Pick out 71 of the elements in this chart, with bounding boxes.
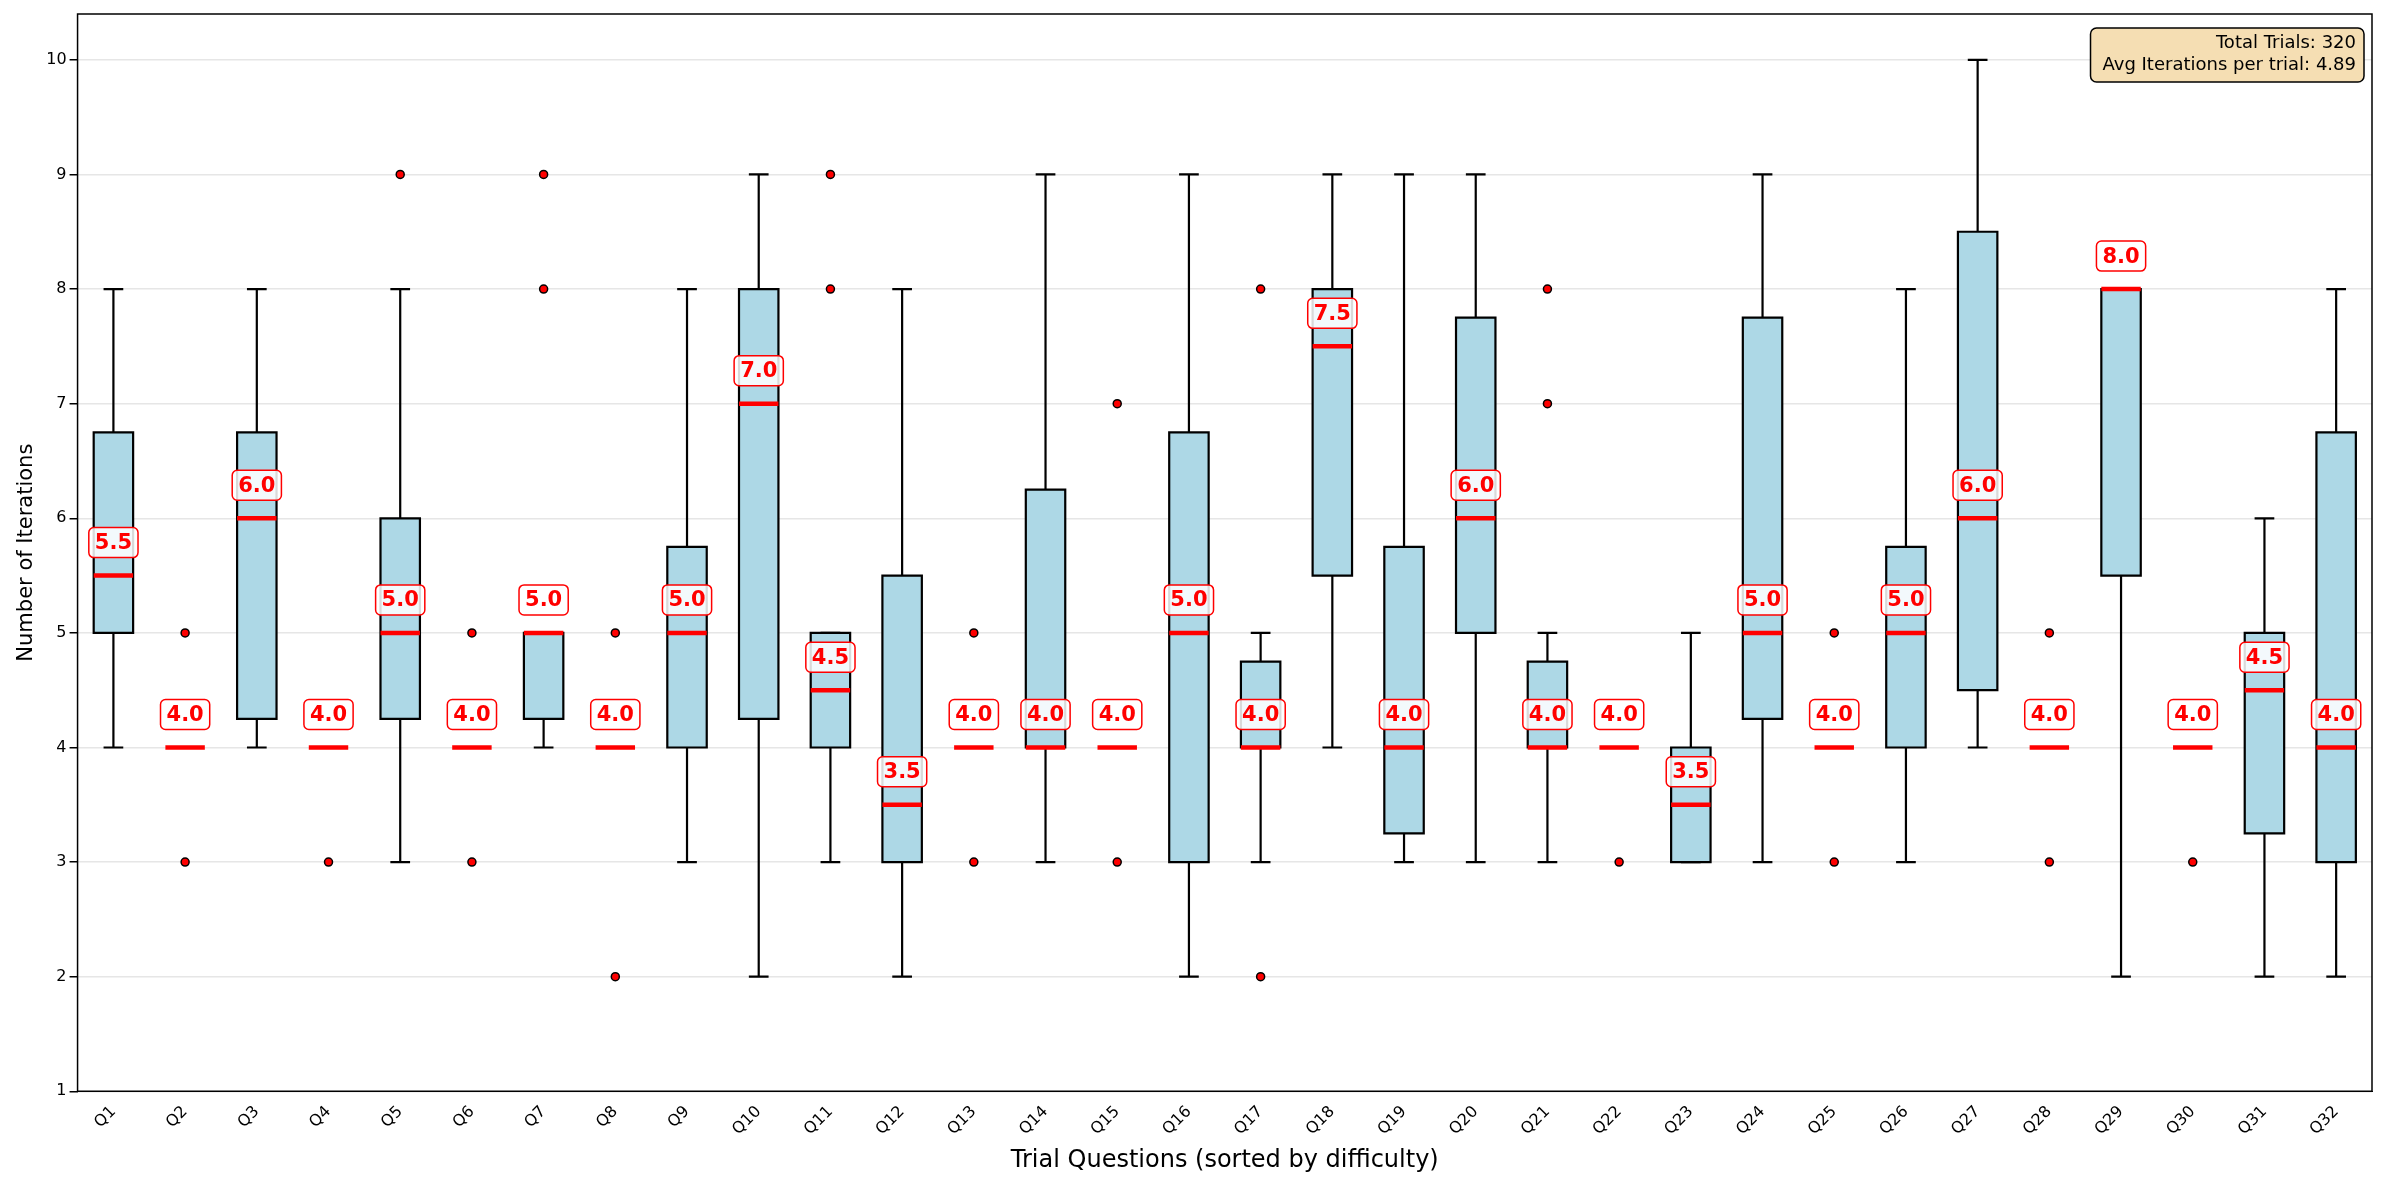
x-tick-label: Q24	[1731, 1101, 1769, 1139]
text: 3.5	[1672, 759, 1710, 784]
text: 4.0	[453, 701, 491, 726]
y-tick-label: 9	[56, 163, 67, 183]
x-tick-label: Q22	[1588, 1101, 1625, 1139]
text: 4.0	[596, 701, 634, 726]
x-tick-label: Q30	[2161, 1101, 2199, 1139]
x-tick-label: Q9	[663, 1101, 693, 1131]
text: 4.0	[1815, 701, 1853, 726]
annotation: Total Trials: 320 Avg Iterations per trial: 4.89	[2102, 30, 2356, 74]
x-tick-label: Q14	[1014, 1101, 1052, 1139]
text: 4.0	[955, 701, 993, 726]
text: 4.0	[166, 701, 204, 726]
text: 4.0	[2174, 701, 2212, 726]
text: 5.0	[1887, 587, 1925, 612]
text: 5.0	[1743, 587, 1782, 612]
x-tick-label: Q3	[233, 1101, 263, 1131]
x-tick-label: Q6	[448, 1101, 478, 1131]
x-tick-label: Q2	[161, 1101, 191, 1131]
text: 4.0	[1026, 701, 1065, 726]
text: 4.0	[1528, 701, 1567, 726]
y-tick-label: 6	[56, 507, 67, 527]
text: 7.0	[740, 358, 778, 383]
text: 5.0	[525, 587, 563, 612]
x-tick-label: Q1	[89, 1101, 120, 1131]
text: 5.0	[381, 587, 419, 612]
y-tick-label: 3	[56, 851, 67, 871]
text: 4.0	[1098, 701, 1136, 726]
text: 4.0	[1242, 701, 1280, 726]
text: 6.0	[1959, 472, 1997, 497]
x-tick-label: Q13	[942, 1101, 980, 1139]
x-tick-label: Q19	[1373, 1101, 1410, 1139]
y-tick-label: 4	[56, 736, 67, 756]
x-tick-label: Q29	[2090, 1101, 2127, 1139]
x-tick-label: Q28	[2018, 1101, 2056, 1139]
text: 3.5	[883, 759, 921, 784]
text: 8.0	[2102, 243, 2140, 268]
x-tick-label: Q11	[799, 1101, 837, 1139]
x-tick-label: Q12	[871, 1101, 908, 1139]
x-tick-label: Q4	[304, 1101, 335, 1131]
x-tick-label: Q23	[1659, 1101, 1697, 1139]
y-tick-label: 8	[56, 278, 67, 298]
text: 6.0	[238, 472, 276, 497]
text: 4.0	[2317, 701, 2355, 726]
text: 4.0	[309, 701, 348, 726]
y-tick-label: 10	[46, 49, 67, 68]
y-tick-label: 5	[56, 622, 67, 642]
x-tick-label: Q31	[2233, 1101, 2271, 1139]
y-axis-title: Number of Iterations	[13, 443, 38, 662]
x-tick-label: Q10	[727, 1101, 765, 1139]
text: 4.0	[1385, 701, 1423, 726]
text: 5.0	[668, 587, 706, 612]
x-tick-label: Q20	[1444, 1101, 1482, 1139]
x-tick-label: Q21	[1516, 1101, 1554, 1139]
x-tick-label: Q32	[2305, 1101, 2342, 1139]
text: 4.0	[1600, 701, 1638, 726]
text: 4.0	[2030, 701, 2068, 726]
x-tick-label: Q18	[1301, 1101, 1339, 1139]
x-tick-label: Q7	[519, 1101, 550, 1131]
text: 7.5	[1313, 300, 1351, 325]
text: 4.5	[2245, 644, 2284, 669]
text: 4.5	[811, 644, 850, 669]
x-tick-label: Q5	[376, 1101, 406, 1131]
text: 6.0	[1457, 472, 1495, 497]
x-axis-title: Trial Questions (sorted by difficulty)	[1009, 1144, 1439, 1173]
y-tick-label: 2	[56, 965, 67, 985]
text: 5.5	[94, 530, 133, 555]
x-tick-label: Q8	[591, 1101, 622, 1131]
text: 5.0	[1170, 587, 1208, 612]
y-tick-label: 1	[56, 1080, 67, 1100]
y-tick-label: 7	[56, 392, 67, 412]
